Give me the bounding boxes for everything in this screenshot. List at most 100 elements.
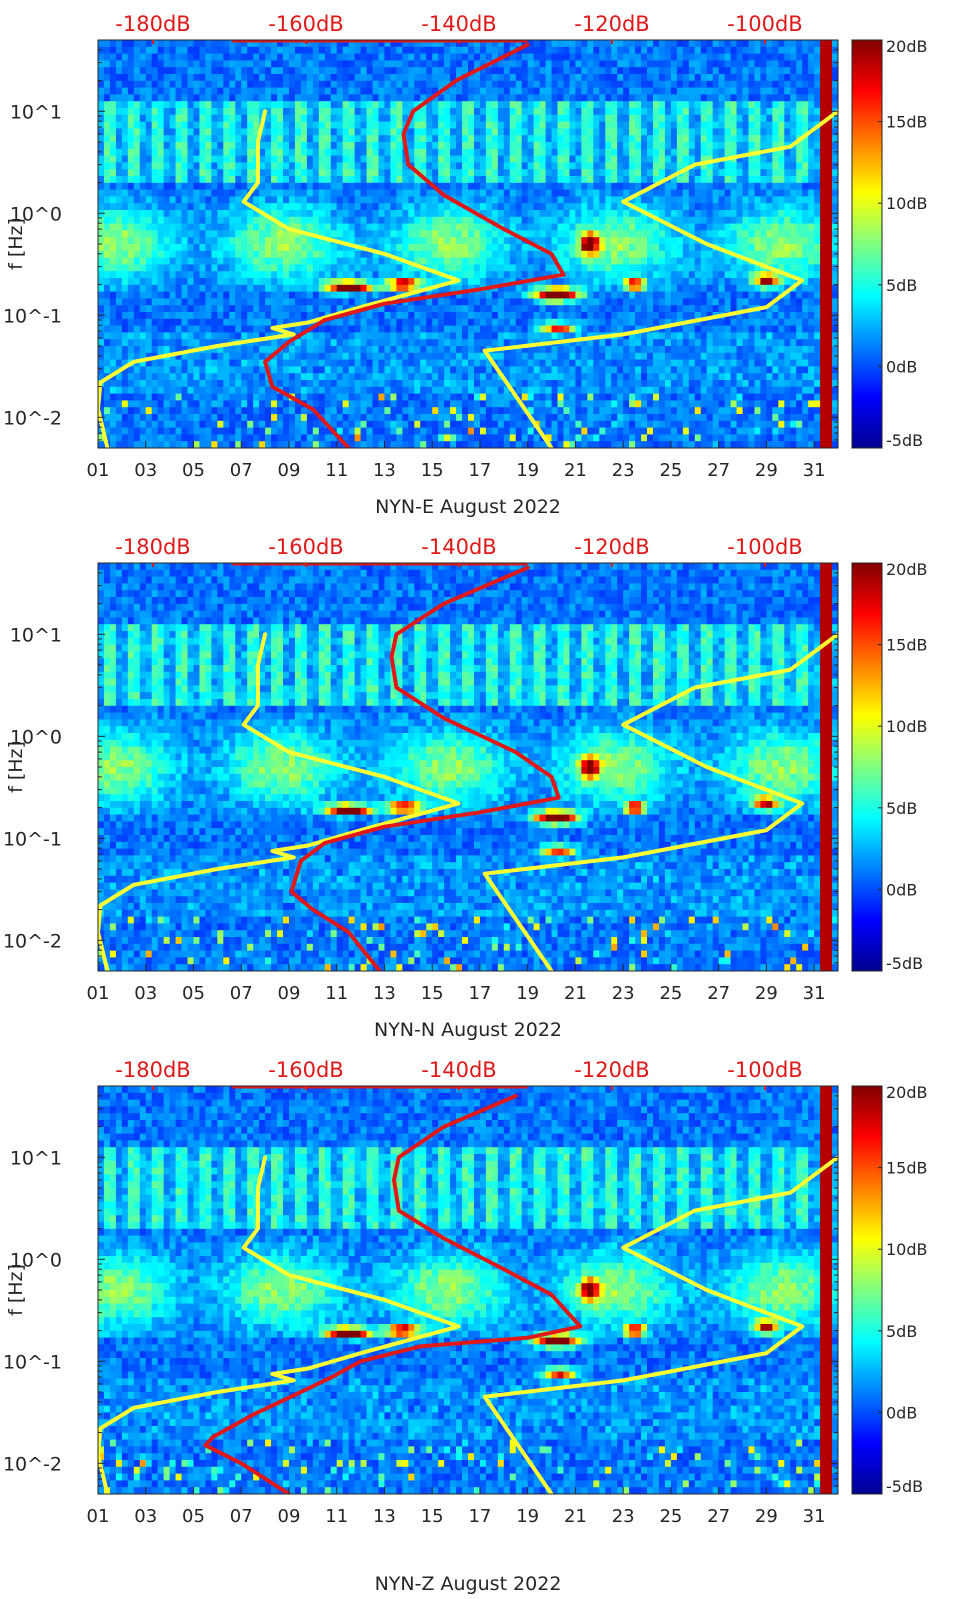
x-tick-label: 09 — [278, 983, 301, 1004]
x-tick-label: 09 — [278, 1506, 301, 1527]
x-tick-label: 19 — [516, 983, 539, 1004]
colorbar-tick-label: 20dB — [886, 560, 928, 579]
top-db-label: -180dB — [115, 535, 190, 559]
x-tick-label: 01 — [87, 983, 110, 1004]
x-tick-label: 31 — [803, 983, 826, 1004]
x-tick-label: 17 — [468, 1506, 491, 1527]
noise-model-line — [98, 1155, 461, 1494]
x-tick-label: 17 — [468, 983, 491, 1004]
x-axis-label: NYN-N August 2022 — [374, 1019, 562, 1041]
x-tick-label: 09 — [278, 460, 301, 481]
x-tick-label: 11 — [325, 983, 348, 1004]
top-db-label: -140dB — [421, 1058, 496, 1082]
x-tick-label: 05 — [182, 460, 205, 481]
colorbar-tick-label: 15dB — [886, 113, 928, 132]
noise-model-line — [98, 109, 461, 448]
y-tick-label: 10^1 — [10, 1147, 62, 1169]
x-tick-label: 15 — [421, 460, 444, 481]
x-tick-label: 31 — [803, 460, 826, 481]
x-tick-label: 29 — [755, 460, 778, 481]
top-db-label: -160dB — [268, 12, 343, 36]
x-tick-label: 19 — [516, 460, 539, 481]
y-tick-label: 10^0 — [10, 726, 62, 748]
x-tick-label: 05 — [182, 1506, 205, 1527]
median-psd-line — [203, 1093, 583, 1494]
x-tick-label: 27 — [707, 1506, 730, 1527]
colorbar-tick-label: 20dB — [886, 37, 928, 56]
y-tick-label: 10^-2 — [3, 1453, 62, 1475]
colorbar — [851, 39, 883, 449]
x-tick-label: 13 — [373, 460, 396, 481]
x-tick-label: 03 — [134, 1506, 157, 1527]
colorbar-tick-label: 10dB — [886, 717, 928, 736]
x-tick-label: 03 — [134, 983, 157, 1004]
x-tick-label: 01 — [87, 460, 110, 481]
top-db-label: -160dB — [268, 1058, 343, 1082]
colorbar-tick-label: 15dB — [886, 1159, 928, 1178]
x-tick-label: 11 — [325, 1506, 348, 1527]
x-tick-label: 21 — [564, 983, 587, 1004]
spectrogram-heatmap — [98, 563, 838, 971]
colorbar-tick-label: -5dB — [886, 954, 923, 973]
x-tick-label: 27 — [707, 983, 730, 1004]
top-db-label: -180dB — [115, 1058, 190, 1082]
axes: 01 03 05 07 09 11 13 15 17 19 21 23 25 27 29 31 10^-2 10^… — [3, 1058, 928, 1527]
top-db-label: -100dB — [727, 12, 802, 36]
y-tick-label: 10^1 — [10, 101, 62, 123]
x-tick-label: 25 — [659, 983, 682, 1004]
noise-model-line — [482, 1155, 838, 1494]
axes: 01 03 05 07 09 11 13 15 17 19 21 23 25 27 29 31 10^-2 10^… — [3, 12, 928, 481]
x-tick-label: 07 — [230, 1506, 253, 1527]
x-tick-label: 07 — [230, 983, 253, 1004]
spectrogram-heatmap — [98, 40, 838, 448]
y-tick-label: 10^-1 — [3, 828, 62, 850]
x-tick-label: 31 — [803, 1506, 826, 1527]
median-psd-line — [263, 42, 566, 448]
x-tick-label: 21 — [564, 1506, 587, 1527]
y-tick-label: 10^-1 — [3, 1351, 62, 1373]
y-axis-label: f [Hz] — [5, 218, 27, 270]
top-db-label: -100dB — [727, 535, 802, 559]
colorbar-tick-label: 5dB — [886, 799, 917, 818]
colorbar-tick-label: 15dB — [886, 636, 928, 655]
x-tick-label: 11 — [325, 460, 348, 481]
colorbar-tick-label: 5dB — [886, 1322, 917, 1341]
noise-model-curves — [98, 1086, 838, 1494]
x-tick-label: 29 — [755, 1506, 778, 1527]
spectrogram-heatmap — [98, 1086, 838, 1494]
noise-model-line — [482, 109, 838, 448]
median-psd-line — [289, 565, 561, 971]
top-db-label: -160dB — [268, 535, 343, 559]
top-db-label: -120dB — [574, 535, 649, 559]
top-db-label: -140dB — [421, 12, 496, 36]
x-tick-label: 23 — [612, 1506, 635, 1527]
y-tick-label: 10^0 — [10, 203, 62, 225]
noise-model-curves — [98, 40, 838, 448]
x-tick-label: 29 — [755, 983, 778, 1004]
x-tick-label: 19 — [516, 1506, 539, 1527]
axes: 01 03 05 07 09 11 13 15 17 19 21 23 25 27 29 31 10^-2 10^… — [3, 535, 928, 1004]
x-tick-label: 25 — [659, 1506, 682, 1527]
y-axis-label: f [Hz] — [5, 741, 27, 793]
x-axis-label: NYN-Z August 2022 — [375, 1573, 562, 1595]
panel-nyn-e: 01 03 05 07 09 11 13 15 17 19 21 23 25 27 29 31 10^-2 10^… — [3, 12, 928, 518]
y-axis-label: f [Hz] — [5, 1264, 27, 1316]
noise-model-line — [98, 632, 461, 971]
x-tick-label: 01 — [87, 1506, 110, 1527]
x-tick-label: 07 — [230, 460, 253, 481]
colorbar-tick-label: 5dB — [886, 276, 917, 295]
colorbar-tick-label: 0dB — [886, 1403, 917, 1422]
colorbar — [851, 562, 883, 972]
colorbar-tick-label: -5dB — [886, 431, 923, 450]
y-tick-label: 10^-2 — [3, 407, 62, 429]
x-tick-label: 21 — [564, 460, 587, 481]
colorbar-tick-label: 10dB — [886, 1240, 928, 1259]
panel-nyn-n: 01 03 05 07 09 11 13 15 17 19 21 23 25 27 29 31 10^-2 10^… — [3, 535, 928, 1041]
y-tick-label: 10^-2 — [3, 930, 62, 952]
y-tick-label: 10^1 — [10, 624, 62, 646]
colorbar-tick-label: 0dB — [886, 880, 917, 899]
x-tick-label: 27 — [707, 460, 730, 481]
colorbar-tick-label: 20dB — [886, 1083, 928, 1102]
x-tick-label: 13 — [373, 983, 396, 1004]
